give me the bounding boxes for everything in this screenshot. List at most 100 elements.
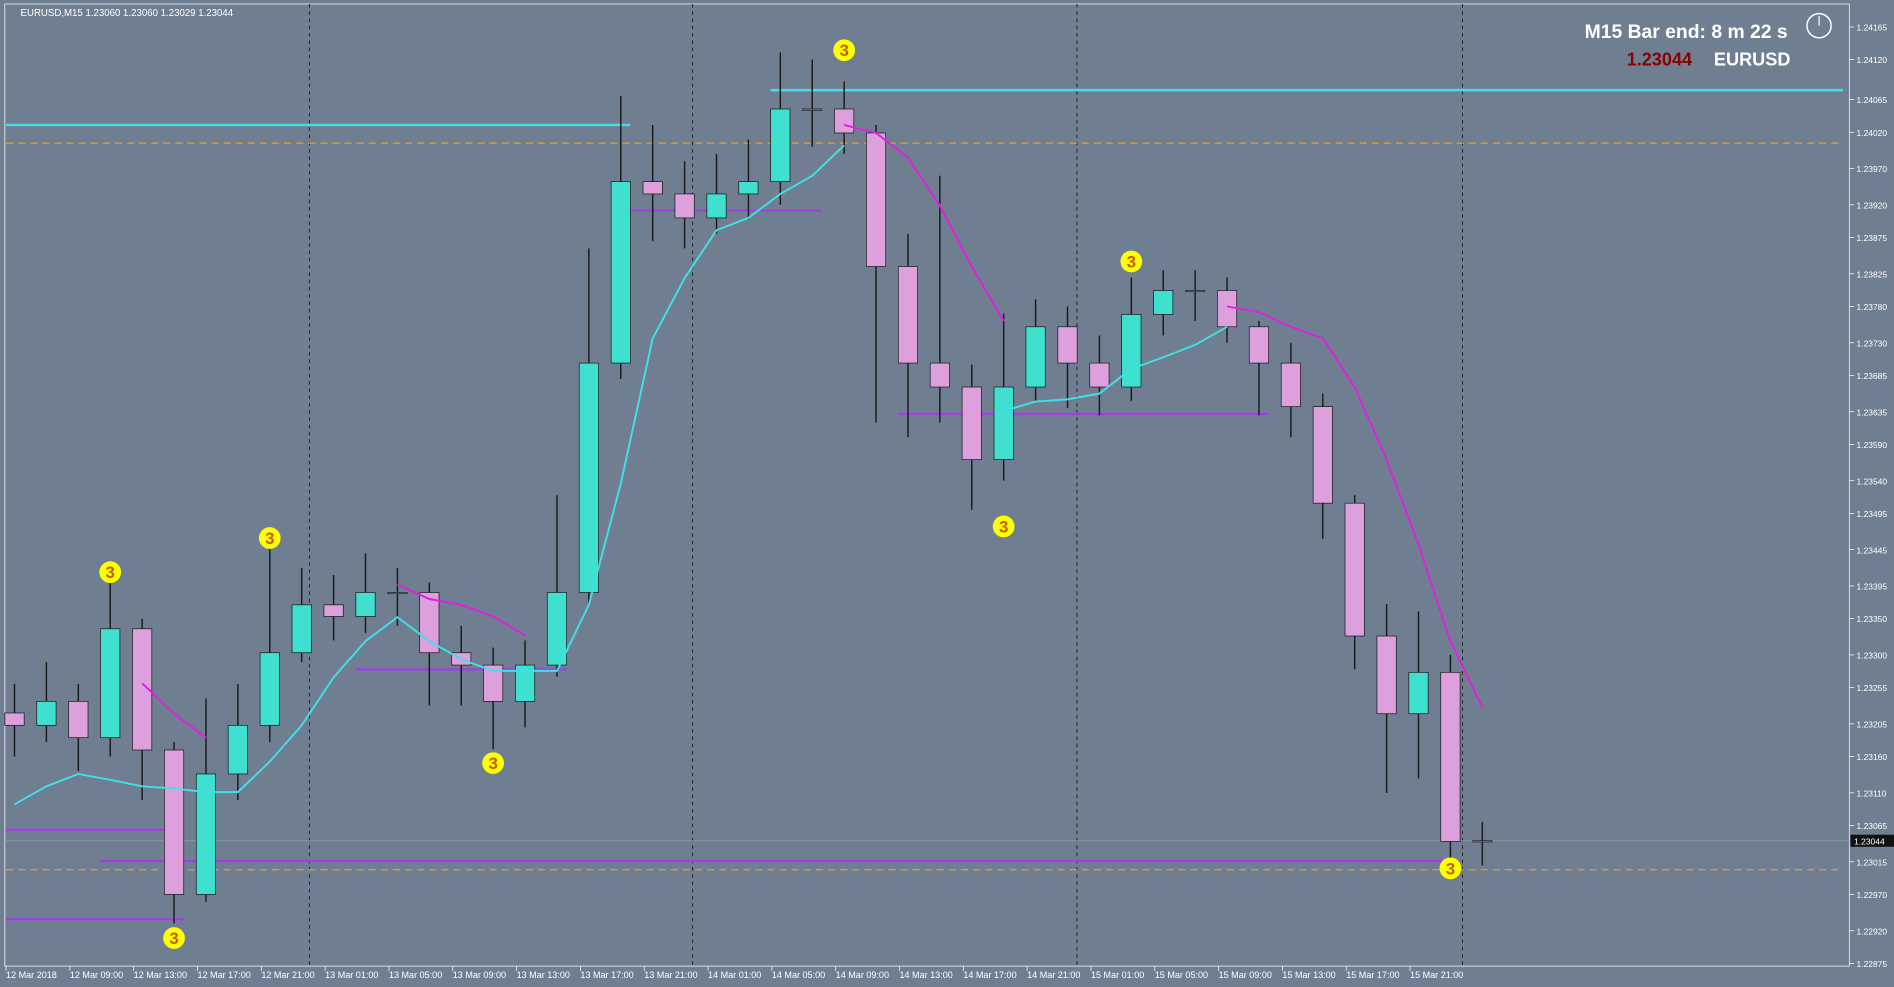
candle-body (1280, 362, 1301, 408)
last-price-box (1850, 834, 1894, 847)
candle-body (642, 181, 663, 195)
y-tick-label: 1.23065 (1857, 821, 1888, 831)
candle-body (929, 362, 950, 388)
signal-marker (163, 927, 185, 949)
candle-body (483, 664, 504, 702)
y-tick-label: 1.23015 (1857, 857, 1888, 867)
candle-body (546, 592, 567, 666)
candle-body (323, 604, 344, 617)
signal-label: 3 (169, 929, 178, 948)
y-tick-label: 1.23635 (1857, 407, 1888, 417)
x-tick-label: 12 Mar 09:00 (70, 970, 123, 980)
candle-body (355, 592, 376, 617)
y-tick-label: 1.23730 (1857, 338, 1888, 348)
candle-body (706, 193, 727, 219)
x-tick-label: 13 Mar 17:00 (580, 970, 633, 980)
signal-marker (1439, 857, 1462, 880)
moving-average (397, 583, 526, 637)
y-tick-label: 1.23970 (1857, 164, 1888, 174)
bar-timer: M15 Bar end: 8 m 22 s (1585, 22, 1788, 43)
candle-body (4, 712, 25, 726)
candle-body (1248, 326, 1269, 364)
candle-body (259, 652, 280, 726)
y-tick-label: 1.23780 (1857, 302, 1888, 312)
y-tick-label: 1.24120 (1857, 55, 1888, 65)
candle-body (1025, 326, 1046, 388)
signal-marker (258, 527, 281, 549)
y-tick-label: 1.24165 (1857, 23, 1888, 33)
y-tick-label: 1.23540 (1857, 476, 1888, 486)
candle-body (36, 701, 57, 726)
x-tick-label: 13 Mar 13:00 (517, 970, 570, 980)
symbol-label: EURUSD (1714, 50, 1791, 70)
day-separators (308, 3, 1463, 967)
y-tick-label: 1.24020 (1857, 128, 1888, 138)
candle-body (993, 386, 1014, 460)
y-tick-label: 1.23590 (1857, 440, 1888, 450)
moving-average (1003, 325, 1228, 412)
y-tick-label: 1.22875 (1857, 959, 1888, 969)
candle-body (1312, 406, 1333, 504)
moving-average (14, 144, 845, 806)
candle-body (802, 108, 823, 111)
y-tick-label: 1.23685 (1857, 371, 1888, 381)
x-tick-label: 14 Mar 13:00 (899, 970, 952, 980)
candle-body (164, 749, 185, 895)
x-tick-label: 15 Mar 13:00 (1282, 970, 1335, 980)
signal-label: 3 (999, 517, 1008, 536)
candle-body (674, 193, 695, 219)
y-tick-label: 1.23110 (1857, 788, 1887, 798)
candle-body (578, 362, 599, 593)
x-tick-label: 12 Mar 13:00 (134, 970, 187, 980)
y-tick-label: 1.23205 (1857, 719, 1888, 729)
candle-body (961, 386, 982, 460)
candle-body (68, 701, 89, 739)
signal-marker (99, 561, 122, 584)
x-tick-label: 14 Mar 09:00 (836, 970, 889, 980)
moving-average (141, 682, 207, 739)
candle-body (227, 724, 248, 775)
signal-label: 3 (1127, 252, 1136, 271)
x-tick-label: 14 Mar 01:00 (708, 970, 761, 980)
signal-label: 3 (1446, 859, 1455, 878)
x-tick-label: 15 Mar 05:00 (1155, 970, 1208, 980)
y-tick-label: 1.23300 (1857, 651, 1888, 661)
x-tick-label: 14 Mar 17:00 (963, 970, 1016, 980)
x-tick-label: 13 Mar 01:00 (325, 970, 378, 980)
candle-body (1472, 840, 1493, 843)
candle-body (1057, 326, 1078, 364)
candle-body (291, 604, 312, 654)
signal-marker (1120, 250, 1143, 273)
signal-marker (833, 39, 856, 62)
signal-label: 3 (106, 563, 115, 582)
candle-body (1121, 314, 1142, 388)
clock-icon (1806, 12, 1832, 39)
candle-body (738, 181, 759, 195)
candle-body (1185, 290, 1206, 293)
price-label: 1.23044 (1627, 50, 1693, 70)
x-tick-label: 13 Mar 09:00 (453, 970, 506, 980)
y-tick-label: 1.24065 (1857, 95, 1888, 105)
y-tick-label: 1.23495 (1857, 509, 1888, 519)
candle-body (515, 664, 536, 702)
x-tick-label: 15 Mar 09:00 (1219, 970, 1272, 980)
candle-body (1376, 635, 1397, 715)
candle-body (1408, 671, 1429, 715)
last-price-axis-label: 1.23044 (1854, 836, 1885, 846)
y-tick-label: 1.23875 (1857, 233, 1888, 243)
x-tick-label: 12 Mar 21:00 (261, 970, 314, 980)
candle-body (419, 592, 440, 654)
chart-title: EURUSD,M15 1.23060 1.23060 1.23029 1.230… (21, 8, 234, 19)
candle-body (866, 132, 887, 267)
y-tick-label: 1.22970 (1857, 890, 1888, 900)
x-tick-label: 15 Mar 01:00 (1091, 970, 1144, 980)
candle-body (834, 108, 855, 134)
candle-body (610, 181, 631, 364)
plot-frame (4, 3, 1850, 967)
candle-body (100, 628, 121, 739)
y-tick-label: 1.22920 (1857, 926, 1888, 936)
candle-body (1153, 290, 1174, 315)
x-tick-label: 12 Mar 2018 (6, 970, 57, 980)
signal-marker (482, 752, 505, 774)
